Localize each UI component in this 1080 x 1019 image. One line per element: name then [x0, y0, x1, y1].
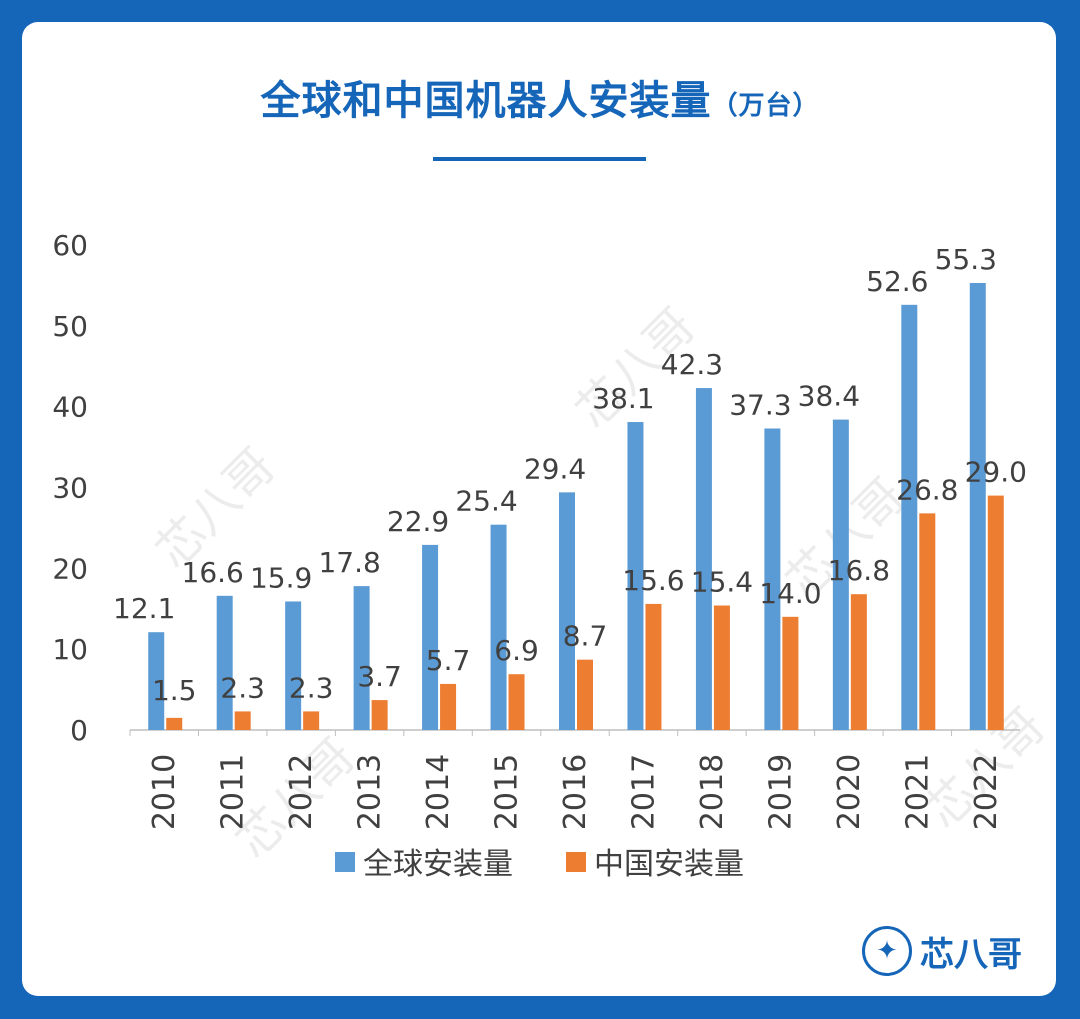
brand-logo: ✦ 芯八哥: [862, 926, 1022, 976]
data-label-global: 22.9: [387, 505, 449, 538]
data-label-china: 2.3: [220, 671, 265, 704]
data-label-china: 5.7: [426, 644, 471, 677]
chart-title: 全球和中国机器人安装量（万台）: [0, 68, 1080, 126]
bar-global: [490, 524, 507, 730]
x-tick-label: 2018: [695, 754, 730, 830]
data-label-global: 29.4: [524, 452, 586, 485]
x-tick-label: 2021: [900, 754, 935, 830]
data-label-global: 12.1: [113, 592, 175, 625]
y-tick-label: 10: [52, 633, 88, 666]
bar-global: [285, 601, 302, 730]
bar-global: [559, 492, 575, 730]
x-tick-label: 2013: [353, 754, 388, 830]
bar-global: [422, 544, 439, 730]
bar-china: [919, 513, 936, 730]
data-label-global: 55.3: [935, 243, 997, 276]
y-tick-label: 50: [52, 310, 88, 343]
x-tick-label: 2016: [558, 754, 593, 830]
data-label-global: 16.6: [182, 556, 244, 589]
bar-china: [303, 711, 320, 730]
data-label-global: 25.4: [455, 485, 517, 518]
x-tick-label: 2020: [832, 754, 867, 830]
bar-china: [166, 717, 183, 730]
x-tick-label: 2014: [421, 754, 456, 830]
data-label-china: 16.8: [828, 554, 890, 587]
y-tick-label: 20: [52, 552, 88, 585]
data-label-global: 15.9: [250, 561, 312, 594]
bar-global: [969, 282, 986, 730]
data-label-global: 37.3: [729, 388, 791, 421]
bar-china: [508, 674, 525, 730]
x-tick-label: 2011: [216, 754, 251, 830]
data-label-china: 3.7: [357, 660, 402, 693]
legend-label: 中国安装量: [594, 847, 744, 882]
x-tick-label: 2015: [490, 754, 525, 830]
bar-global: [901, 304, 918, 730]
data-label-china: 15.4: [691, 566, 753, 599]
bar-china: [371, 700, 388, 730]
bar-china: [577, 659, 593, 730]
bar-china: [713, 605, 730, 730]
chart-card: [22, 22, 1056, 996]
bar-global: [148, 632, 165, 730]
title-underline: [433, 157, 646, 161]
bar-global: [832, 419, 849, 730]
bar-global: [764, 428, 781, 730]
x-tick-label: 2017: [626, 754, 661, 830]
bar-global: [627, 422, 644, 730]
bar-china: [440, 683, 457, 730]
y-tick-label: 40: [52, 391, 88, 424]
bird-logo-icon: ✦: [862, 926, 912, 976]
data-label-china: 8.7: [563, 620, 608, 653]
bar-china: [987, 495, 1004, 730]
bar-china: [234, 711, 251, 730]
bar-global: [216, 595, 233, 730]
x-tick-label: 2019: [763, 754, 798, 830]
data-label-china: 29.0: [965, 456, 1027, 489]
data-label-china: 6.9: [494, 634, 539, 667]
data-label-china: 15.6: [622, 564, 684, 597]
brand-name: 芯八哥: [920, 934, 1022, 975]
x-tick-label: 2012: [284, 754, 319, 830]
data-label-china: 14.0: [759, 577, 821, 610]
x-tick-label: 2022: [969, 754, 1004, 830]
bar-china: [645, 603, 662, 730]
legend-swatch: [335, 852, 355, 872]
chart-title-text: 全球和中国机器人安装量: [260, 78, 712, 124]
data-label-global: 38.4: [798, 380, 860, 413]
data-label-global: 52.6: [866, 265, 928, 298]
data-label-china: 1.5: [152, 674, 197, 707]
y-tick-label: 60: [52, 229, 88, 262]
legend-label: 全球安装量: [363, 847, 513, 882]
x-tick-label: 2010: [147, 754, 182, 830]
data-label-global: 17.8: [318, 546, 380, 579]
chart-title-unit: （万台）: [711, 91, 820, 121]
bar-china: [782, 616, 799, 730]
y-tick-label: 30: [52, 472, 88, 505]
data-label-china: 26.8: [896, 473, 958, 506]
y-tick-label: 0: [70, 714, 88, 747]
data-label-china: 2.3: [289, 671, 334, 704]
legend-swatch: [566, 852, 586, 872]
data-label-global: 42.3: [661, 348, 723, 381]
data-label-global: 38.1: [592, 382, 654, 415]
bar-china: [850, 594, 867, 730]
bar-global: [695, 388, 712, 730]
bar-global: [353, 586, 370, 730]
